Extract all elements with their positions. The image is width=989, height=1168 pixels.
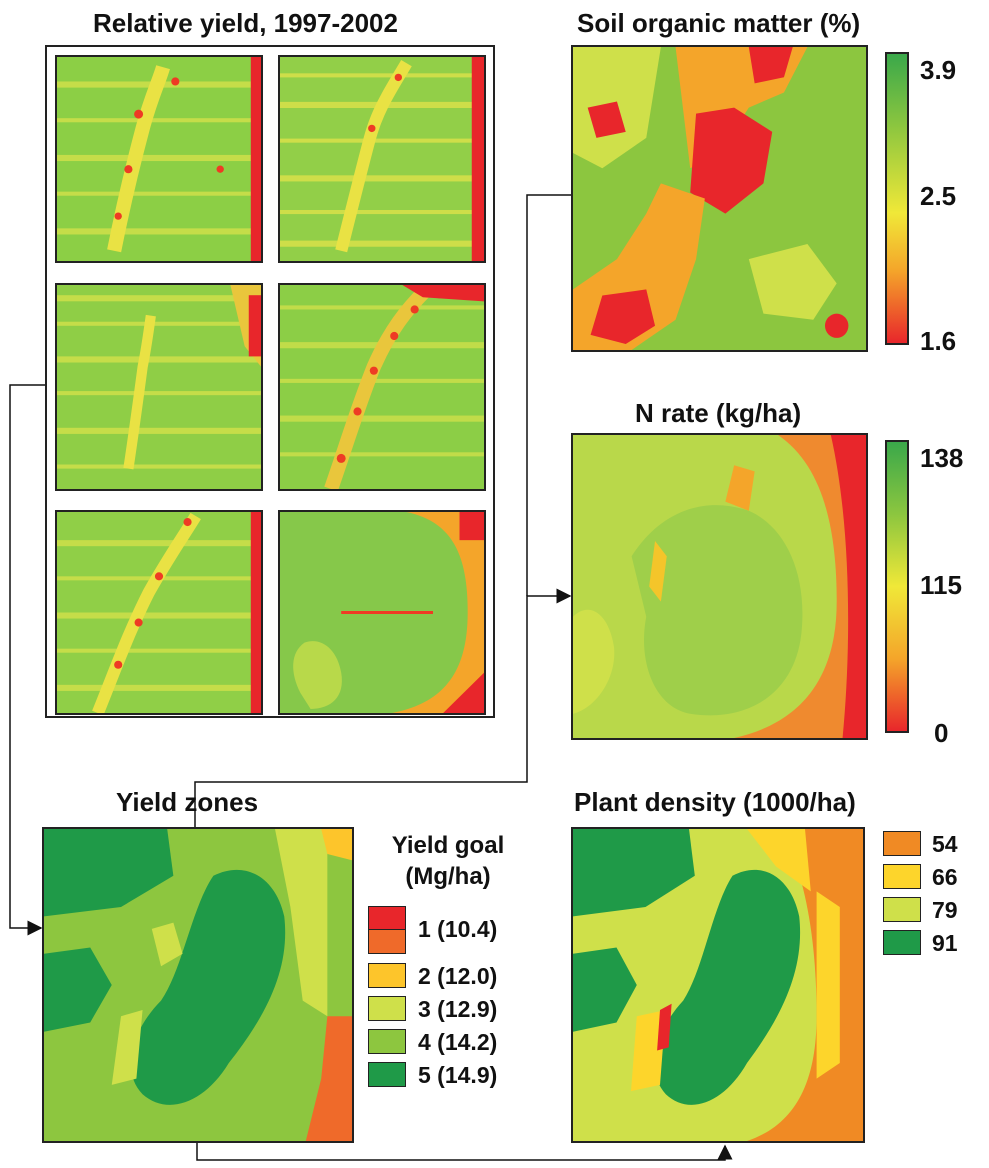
yield-goal-label-4: 4 (14.2) <box>418 1029 498 1055</box>
connector-relative-yield-to-yield-zones <box>9 384 45 936</box>
yield-map-2002 <box>278 510 486 715</box>
yield-map-2000 <box>278 283 486 491</box>
yield-goal-label-1: 1 (10.4) <box>418 916 498 942</box>
connector-yield-zones-to-plant-density <box>196 1143 733 1161</box>
n-rate-map <box>571 433 868 740</box>
yield-map-1998 <box>278 55 486 263</box>
relative-yield-title: Relative yield, 1997-2002 <box>93 8 398 38</box>
yield-goal-swatch-3 <box>368 996 406 1021</box>
n-rate-tick-mid: 115 <box>920 570 962 600</box>
soil-om-title: Soil organic matter (%) <box>577 8 861 38</box>
plant-density-swatch-79 <box>883 897 921 922</box>
yield-goal-title-line1: Yield goal <box>391 832 505 859</box>
n-rate-title: N rate (kg/ha) <box>635 398 802 428</box>
relative-yield-frame <box>45 45 495 718</box>
yield-goal-title: Yield goal (Mg/ha) <box>368 830 528 892</box>
plant-density-swatch-91 <box>883 930 921 955</box>
yield-goal-title-line2: (Mg/ha) <box>405 863 491 890</box>
plant-density-swatch-54 <box>883 831 921 856</box>
soil-om-colorbar <box>885 52 909 345</box>
yield-goal-swatch-5 <box>368 1062 406 1087</box>
plant-density-label-79: 79 <box>932 897 958 923</box>
yield-map-2001 <box>55 510 263 715</box>
connector-yield-zones-to-n-rate <box>194 588 572 827</box>
n-rate-tick-max: 138 <box>920 443 964 473</box>
soil-om-tick-mid: 2.5 <box>920 181 957 211</box>
yield-zones-title: Yield zones <box>116 787 259 817</box>
soil-om-map <box>571 45 868 352</box>
plant-density-label-54: 54 <box>932 831 958 857</box>
plant-density-label-66: 66 <box>932 864 958 890</box>
plant-density-title: Plant density (1000/ha) <box>574 787 856 817</box>
yield-goal-label-2: 2 (12.0) <box>418 963 498 989</box>
yield-goal-swatch-4 <box>368 1029 406 1054</box>
soil-om-tick-max: 3.9 <box>920 55 957 85</box>
connector-soil-om-to-n-rate <box>526 194 571 596</box>
soil-om-tick-min: 1.6 <box>920 326 957 356</box>
plant-density-label-91: 91 <box>932 930 958 956</box>
yield-goal-swatch-2 <box>368 963 406 988</box>
yield-goal-swatch-1b <box>368 929 406 954</box>
yield-goal-label-5: 5 (14.9) <box>418 1062 498 1088</box>
yield-map-1999 <box>55 283 263 491</box>
n-rate-tick-min: 0 <box>934 718 949 748</box>
plant-density-map <box>571 827 865 1143</box>
yield-zones-map <box>42 827 354 1143</box>
n-rate-colorbar <box>885 440 909 733</box>
yield-map-1997 <box>55 55 263 263</box>
yield-goal-label-3: 3 (12.9) <box>418 996 498 1022</box>
plant-density-swatch-66 <box>883 864 921 889</box>
yield-goal-swatch-1a <box>368 906 406 931</box>
